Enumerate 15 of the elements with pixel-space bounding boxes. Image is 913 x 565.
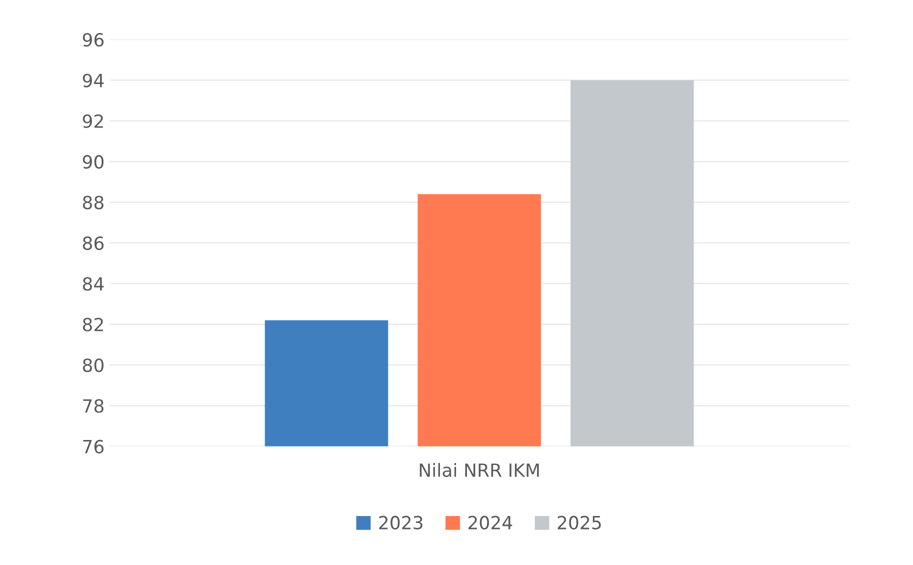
y-tick-label: 88	[82, 196, 104, 210]
y-tick-label: 86	[82, 236, 104, 250]
y-tick-label: 78	[83, 399, 104, 413]
x-tick-label: Nilai NRR IKM	[420, 463, 539, 477]
y-tick-label: 82	[82, 318, 103, 332]
y-tick-label: 84	[82, 277, 104, 291]
y-tick-label: 80	[82, 358, 104, 372]
legend-label: 2025	[558, 516, 601, 530]
y-tick-label: 94	[82, 74, 104, 88]
y-tick-label: 90	[82, 155, 104, 169]
legend-label: 2023	[379, 516, 422, 530]
y-tick-label: 76	[83, 440, 104, 454]
legend-label: 2024	[468, 516, 512, 530]
y-tick-label: 96	[82, 33, 104, 47]
y-tick-label: 92	[82, 114, 103, 128]
